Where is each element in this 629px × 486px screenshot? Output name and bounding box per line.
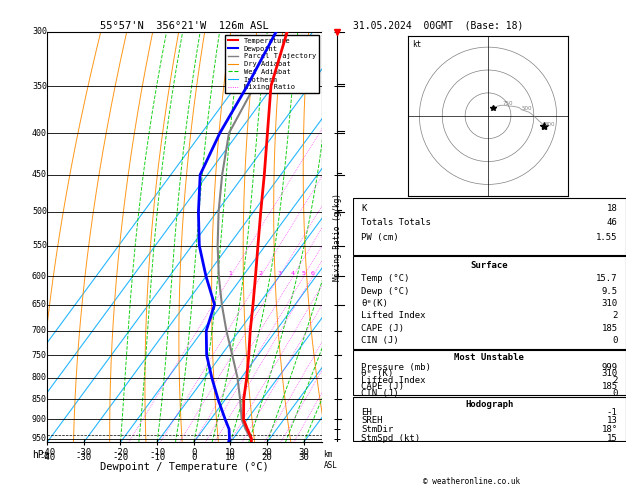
- Text: -30: -30: [75, 452, 92, 462]
- Text: 1: 1: [229, 271, 233, 277]
- Text: 550: 550: [32, 241, 47, 250]
- Text: 15: 15: [607, 434, 618, 443]
- Text: 15.7: 15.7: [596, 274, 618, 283]
- Text: Hodograph: Hodograph: [465, 399, 513, 409]
- Text: -8: -8: [323, 354, 333, 364]
- Text: 9.5: 9.5: [601, 287, 618, 295]
- Text: 400: 400: [32, 129, 47, 138]
- Text: 450: 450: [32, 170, 47, 179]
- Legend: Temperature, Dewpoint, Parcel Trajectory, Dry Adiabat, Wet Adiabat, Isotherm, Mi: Temperature, Dewpoint, Parcel Trajectory…: [225, 35, 318, 93]
- Text: 0: 0: [191, 449, 196, 457]
- Text: -20: -20: [113, 452, 128, 462]
- Text: LCL: LCL: [323, 430, 337, 439]
- Text: Most Unstable: Most Unstable: [454, 353, 525, 362]
- Text: km
ASL: km ASL: [323, 451, 337, 470]
- Text: Totals Totals: Totals Totals: [361, 219, 431, 227]
- Text: θᵉ (K): θᵉ (K): [361, 369, 393, 378]
- Text: -6: -6: [323, 243, 333, 253]
- Text: 950: 950: [32, 434, 47, 443]
- Text: -3: -3: [323, 124, 333, 133]
- Text: -5: -5: [323, 205, 333, 214]
- Bar: [353, 197, 626, 255]
- X-axis label: Dewpoint / Temperature (°C): Dewpoint / Temperature (°C): [100, 462, 269, 472]
- Text: Temp (°C): Temp (°C): [361, 274, 409, 283]
- Text: 185: 185: [601, 382, 618, 391]
- Text: 700: 700: [32, 326, 47, 335]
- Text: 3: 3: [277, 271, 281, 277]
- Text: Lifted Index: Lifted Index: [361, 311, 426, 320]
- Text: 46: 46: [607, 219, 618, 227]
- Text: 2: 2: [612, 376, 618, 385]
- Text: -7: -7: [323, 287, 333, 296]
- Text: 0: 0: [612, 389, 618, 398]
- Text: -1: -1: [607, 408, 618, 417]
- Text: 20: 20: [262, 449, 272, 457]
- Bar: [353, 350, 626, 395]
- Text: 900: 900: [32, 415, 47, 424]
- Text: 8: 8: [325, 271, 329, 277]
- Text: Lifted Index: Lifted Index: [361, 376, 426, 385]
- Text: 0: 0: [612, 336, 618, 345]
- Text: -1: -1: [323, 50, 333, 59]
- Text: 185: 185: [601, 324, 618, 332]
- Text: 350: 350: [32, 82, 47, 90]
- Text: 999: 999: [601, 363, 618, 372]
- Text: 5: 5: [302, 271, 306, 277]
- Text: CAPE (J): CAPE (J): [361, 382, 404, 391]
- Text: CAPE (J): CAPE (J): [361, 324, 404, 332]
- Text: 30: 30: [298, 449, 309, 457]
- Text: 0: 0: [191, 452, 196, 462]
- Text: -30: -30: [75, 449, 92, 457]
- Text: PW (cm): PW (cm): [361, 233, 399, 242]
- Title: 55°57'N  356°21'W  126m ASL: 55°57'N 356°21'W 126m ASL: [100, 21, 269, 31]
- Text: 300: 300: [32, 27, 47, 36]
- Text: K: K: [361, 205, 367, 213]
- Text: 750: 750: [32, 350, 47, 360]
- Text: 4: 4: [291, 271, 295, 277]
- Text: 13: 13: [607, 417, 618, 425]
- Text: 18°: 18°: [601, 425, 618, 434]
- Text: 31.05.2024  00GMT  (Base: 18): 31.05.2024 00GMT (Base: 18): [353, 21, 523, 31]
- Text: SREH: SREH: [361, 417, 382, 425]
- Text: Mixing Ratio (g/kg): Mixing Ratio (g/kg): [333, 193, 342, 281]
- Text: -10: -10: [149, 449, 165, 457]
- Text: 310: 310: [601, 369, 618, 378]
- Text: Dewp (°C): Dewp (°C): [361, 287, 409, 295]
- Text: -20: -20: [113, 449, 128, 457]
- Text: 10: 10: [225, 452, 236, 462]
- Text: 18: 18: [607, 205, 618, 213]
- Text: 650: 650: [32, 300, 47, 309]
- Text: CIN (J): CIN (J): [361, 389, 399, 398]
- Text: 2: 2: [612, 311, 618, 320]
- Text: -40: -40: [39, 449, 55, 457]
- Text: EH: EH: [361, 408, 372, 417]
- Text: 850: 850: [32, 395, 47, 404]
- Text: 10: 10: [335, 271, 343, 277]
- Text: 20: 20: [262, 452, 272, 462]
- Text: Pressure (mb): Pressure (mb): [361, 363, 431, 372]
- Text: 6: 6: [311, 271, 314, 277]
- Text: 2: 2: [259, 271, 263, 277]
- Text: θᵉ(K): θᵉ(K): [361, 299, 388, 308]
- Bar: [353, 256, 626, 348]
- Text: StmDir: StmDir: [361, 425, 393, 434]
- Text: -2: -2: [323, 87, 333, 96]
- Text: 800: 800: [32, 373, 47, 382]
- Text: Surface: Surface: [470, 261, 508, 270]
- Text: -40: -40: [39, 452, 55, 462]
- Text: -4: -4: [323, 159, 333, 168]
- Text: 30: 30: [298, 452, 309, 462]
- Text: CIN (J): CIN (J): [361, 336, 399, 345]
- Text: 310: 310: [601, 299, 618, 308]
- Text: StmSpd (kt): StmSpd (kt): [361, 434, 420, 443]
- Text: -10: -10: [149, 452, 165, 462]
- Bar: [353, 397, 626, 441]
- Text: © weatheronline.co.uk: © weatheronline.co.uk: [423, 477, 520, 486]
- Text: hPa: hPa: [32, 451, 50, 460]
- Text: 500: 500: [32, 208, 47, 216]
- Text: 1.55: 1.55: [596, 233, 618, 242]
- Text: 600: 600: [32, 272, 47, 281]
- Text: 10: 10: [225, 449, 236, 457]
